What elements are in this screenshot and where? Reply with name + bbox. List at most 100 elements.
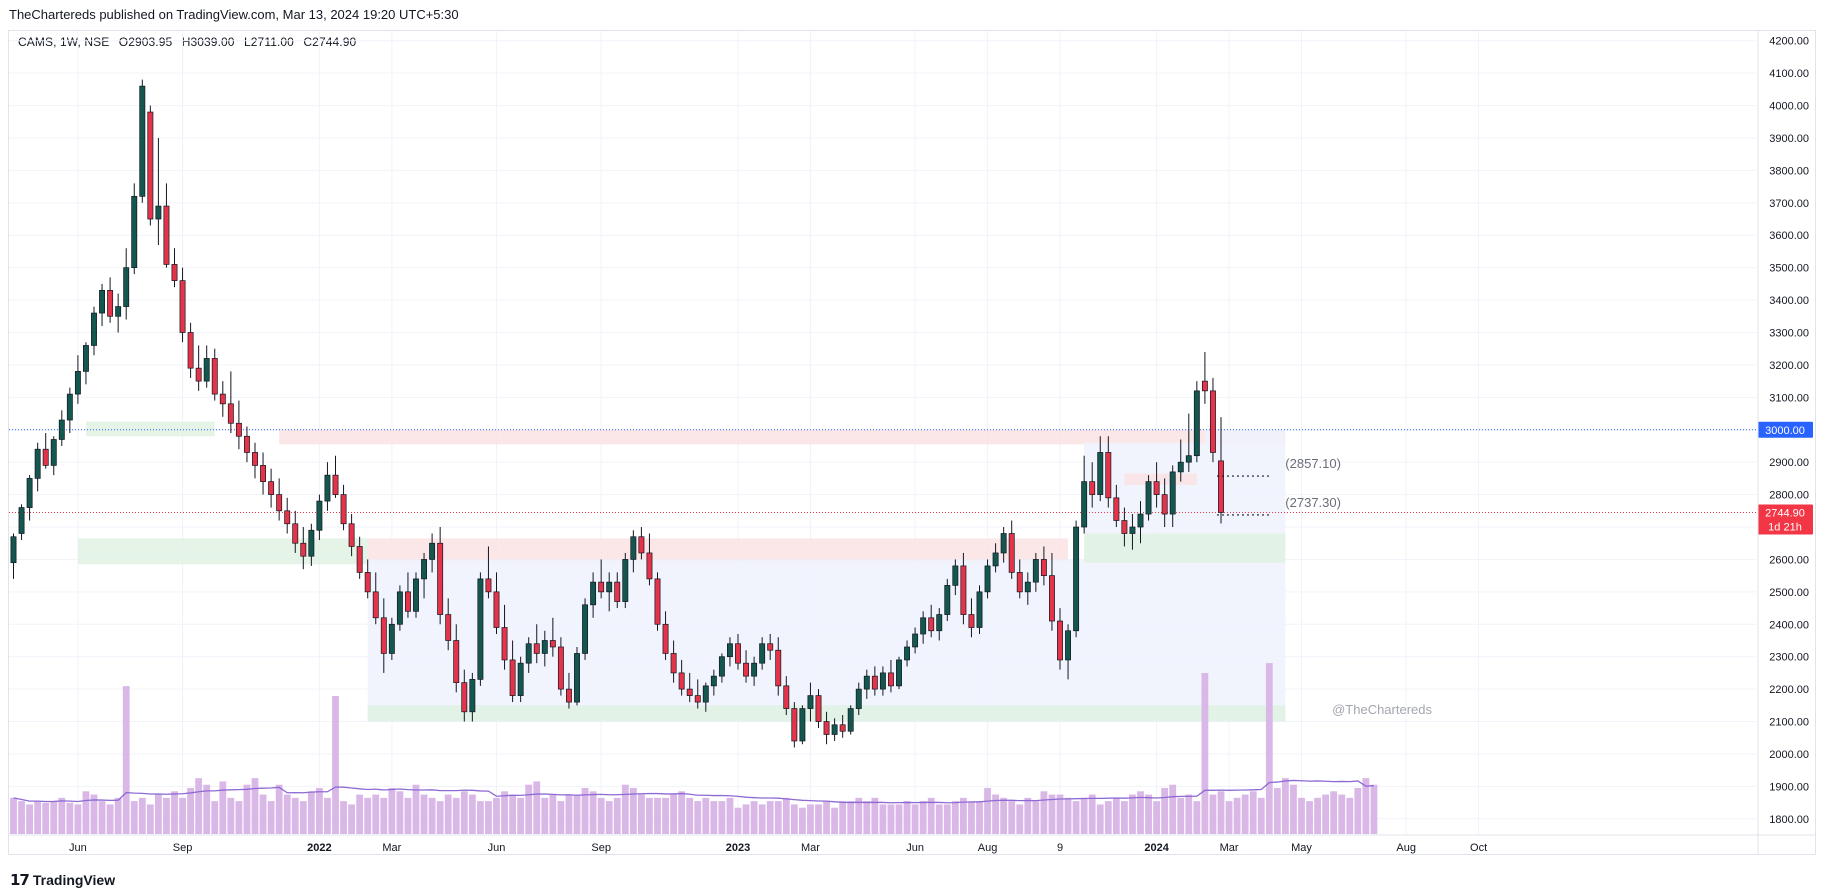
candle-down xyxy=(227,403,234,424)
volume-bar xyxy=(348,804,355,834)
candle-down xyxy=(244,435,250,453)
volume-bar xyxy=(146,804,154,834)
volume-bar xyxy=(412,784,420,834)
volume-bar xyxy=(766,801,774,834)
volume-bar xyxy=(1096,804,1104,834)
legend-close: C2744.90 xyxy=(303,35,357,49)
volume-bar xyxy=(1088,794,1096,834)
zone-demand xyxy=(77,538,368,565)
volume-bar xyxy=(477,801,484,834)
candle-up xyxy=(992,552,999,567)
y-tick-label: 3100.00 xyxy=(1769,392,1809,404)
volume-bar xyxy=(163,797,170,834)
candle-down xyxy=(453,640,460,683)
candle-down xyxy=(163,205,170,265)
last-badge-price: 2744.90 xyxy=(1765,507,1805,519)
candle-down xyxy=(372,591,379,619)
volume-bar xyxy=(396,791,404,834)
candle-down xyxy=(767,643,774,651)
candle-up xyxy=(751,662,758,677)
volume-bar xyxy=(734,807,742,834)
candle-down xyxy=(284,510,291,525)
y-tick-label: 2200.00 xyxy=(1769,684,1809,696)
volume-bar xyxy=(911,804,919,834)
volume-bar xyxy=(1072,801,1080,834)
volume-bar xyxy=(935,804,943,834)
candle-down xyxy=(686,688,693,696)
volume-bar xyxy=(742,804,750,834)
volume-bar xyxy=(654,797,661,834)
volume-bars xyxy=(10,663,1378,834)
volume-bar xyxy=(1362,778,1370,834)
volume-bar xyxy=(251,778,259,834)
candle-up xyxy=(396,591,403,625)
candle-up xyxy=(710,675,717,687)
volume-bar xyxy=(1322,794,1330,834)
volume-bar xyxy=(493,797,500,834)
volume-bar xyxy=(18,801,25,834)
volume-bar xyxy=(573,794,581,834)
volume-bar xyxy=(1290,784,1297,834)
chart-frame xyxy=(8,30,1816,855)
volume-bar xyxy=(460,791,468,834)
candle-up xyxy=(413,578,419,612)
candle-up xyxy=(1169,471,1176,515)
volume-bar xyxy=(968,801,975,834)
volume-bar xyxy=(943,804,951,834)
volume-bar xyxy=(436,801,444,834)
volume-bar xyxy=(1153,801,1160,834)
volume-bar xyxy=(823,801,830,834)
candle-up xyxy=(74,371,81,395)
y-tick-label: 2400.00 xyxy=(1769,619,1809,631)
candle-up xyxy=(123,267,130,307)
candle-down xyxy=(1008,533,1015,573)
volume-bar xyxy=(58,797,66,834)
tradingview-brand[interactable]: 𝟭𝟳 TradingView xyxy=(10,871,115,889)
volume-bar xyxy=(1064,797,1072,834)
candle-up xyxy=(702,685,709,703)
volume-bar xyxy=(605,801,613,834)
volume-bar xyxy=(1169,784,1177,834)
volume-bar xyxy=(638,794,645,834)
volume-bar xyxy=(1265,663,1273,834)
candle-up xyxy=(630,536,637,560)
volume-bar xyxy=(1257,797,1265,834)
volume-bar xyxy=(992,794,999,834)
volume-bar xyxy=(517,797,525,834)
candle-up xyxy=(1081,481,1088,528)
volume-bar xyxy=(1016,804,1024,834)
volume-bar xyxy=(324,797,331,834)
candle-up xyxy=(606,581,613,593)
candle-up xyxy=(26,478,33,508)
x-tick-label: Sep xyxy=(591,842,611,854)
volume-bar xyxy=(509,794,516,834)
volume-bar xyxy=(1225,801,1233,834)
volume-bar xyxy=(686,797,694,834)
candle-down xyxy=(549,640,556,648)
volume-bar xyxy=(782,797,790,834)
candle-down xyxy=(823,721,830,735)
candle-down xyxy=(839,724,846,732)
volume-bar xyxy=(565,794,573,834)
candle-down xyxy=(775,649,782,687)
candle-down xyxy=(735,643,741,664)
volume-bar xyxy=(138,797,146,834)
last-badge-bg xyxy=(1758,504,1813,535)
candle-down xyxy=(743,662,750,677)
volume-bar xyxy=(1032,801,1040,834)
volume-bar xyxy=(444,794,452,834)
volume-bar xyxy=(678,791,686,834)
volume-bar xyxy=(82,791,90,834)
candle-up xyxy=(429,542,436,560)
candle-down xyxy=(42,448,49,466)
volume-bar xyxy=(887,804,895,834)
y-axis: 4200.00 4100.00 4000.00 3900.00 3800.00 3700.… xyxy=(1769,36,1809,826)
volume-bar xyxy=(694,801,702,834)
candle-down xyxy=(332,474,339,495)
candle-down xyxy=(1089,481,1096,495)
candle-up xyxy=(984,565,991,593)
volume-bar xyxy=(1129,794,1136,834)
candle-up xyxy=(944,585,951,615)
legend-symbol[interactable]: CAMS, 1W, NSE xyxy=(18,35,110,49)
